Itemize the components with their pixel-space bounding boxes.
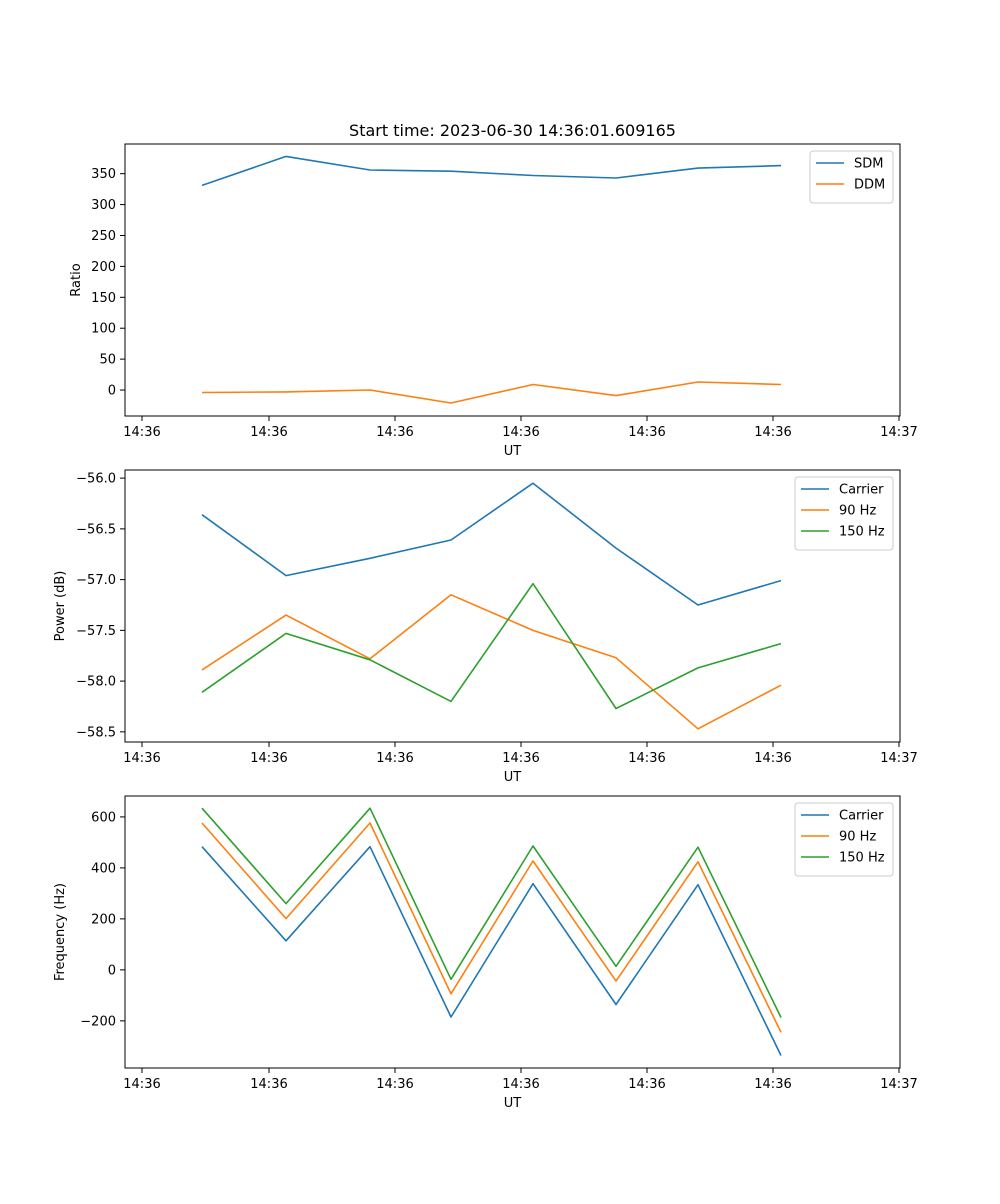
x-tick-label: 14:36 — [250, 425, 287, 440]
series-line-90-hz — [201, 593, 782, 730]
y-tick-label: 600 — [91, 810, 116, 825]
y-tick-label: 400 — [91, 861, 116, 876]
x-axis-label: UT — [504, 444, 522, 459]
x-tick-label: 14:36 — [754, 1077, 791, 1092]
y-tick-label: −58.5 — [76, 725, 116, 740]
y-tick-label: −58.0 — [76, 675, 116, 690]
x-tick-label: 14:36 — [754, 425, 791, 440]
y-tick-label: 200 — [91, 912, 116, 927]
x-tick-label: 14:36 — [628, 751, 665, 766]
x-tick-label: 14:36 — [376, 751, 413, 766]
x-tick-label: 14:37 — [880, 1077, 917, 1092]
legend-label: 150 Hz — [839, 851, 885, 866]
series-line-carrier — [201, 482, 782, 606]
x-tick-label: 14:36 — [502, 1077, 539, 1092]
chart-panel-1: Start time: 2023-06-30 14:36:01.609165 14… — [69, 121, 918, 459]
axes-frame — [124, 795, 901, 1069]
series-line-sdm — [201, 155, 782, 187]
y-tick-label: −56.0 — [76, 472, 116, 487]
x-tick-label: 14:37 — [880, 751, 917, 766]
y-tick-label: 200 — [91, 260, 116, 275]
axes-frame — [124, 143, 901, 417]
y-tick-label: −200 — [80, 1014, 116, 1029]
x-tick-label: 14:36 — [502, 425, 539, 440]
y-tick-label: −57.0 — [76, 573, 116, 588]
x-tick-label: 14:36 — [123, 425, 160, 440]
legend: Carrier 90 Hz 150 Hz — [794, 476, 894, 551]
x-tick-label: 14:36 — [123, 751, 160, 766]
y-tick-label: 0 — [108, 963, 116, 978]
y-tick-label: 100 — [91, 322, 116, 337]
x-axis-label: UT — [504, 1096, 522, 1111]
series-line-90-hz — [201, 822, 782, 1033]
y-tick-label: −56.5 — [76, 522, 116, 537]
chart-panel-2: 14:36 14:36 14:36 14:36 14:36 14:36 14:37 −56.0… — [53, 469, 918, 785]
y-tick-label: −57.5 — [76, 624, 116, 639]
y-tick-label: 350 — [91, 167, 116, 182]
y-tick-label: 250 — [91, 229, 116, 244]
legend-label: DDM — [854, 178, 885, 193]
y-tick-label: 0 — [108, 384, 116, 399]
series-line-150-hz — [201, 582, 782, 710]
x-tick-label: 14:36 — [250, 751, 287, 766]
series-line-carrier — [201, 845, 782, 1056]
x-tick-label: 14:36 — [250, 1077, 287, 1092]
chart-title: Start time: 2023-06-30 14:36:01.609165 — [349, 121, 676, 140]
series-line-ddm — [201, 381, 782, 404]
legend-label: 90 Hz — [839, 504, 876, 519]
legend-label: 90 Hz — [839, 830, 876, 845]
y-axis-label: Frequency (Hz) — [53, 883, 68, 981]
legend: Carrier 90 Hz 150 Hz — [794, 802, 894, 877]
x-tick-label: 14:36 — [376, 425, 413, 440]
x-tick-label: 14:36 — [123, 1077, 160, 1092]
y-axis-label: Ratio — [69, 263, 84, 296]
x-tick-label: 14:36 — [628, 1077, 665, 1092]
chart-panel-3: 14:36 14:36 14:36 14:36 14:36 14:36 14:37 −200 0… — [53, 795, 918, 1111]
x-tick-label: 14:36 — [754, 751, 791, 766]
legend-label: SDM — [854, 157, 883, 172]
legend: SDM DDM — [809, 150, 894, 204]
y-tick-label: 150 — [91, 291, 116, 306]
legend-box — [809, 150, 894, 204]
y-tick-label: 300 — [91, 198, 116, 213]
legend-label: 150 Hz — [839, 525, 885, 540]
x-tick-label: 14:37 — [880, 425, 917, 440]
x-tick-label: 14:36 — [502, 751, 539, 766]
x-tick-label: 14:36 — [628, 425, 665, 440]
x-axis-label: UT — [504, 770, 522, 785]
y-tick-label: 50 — [99, 353, 116, 368]
legend-label: Carrier — [839, 809, 884, 824]
y-axis-label: Power (dB) — [53, 571, 68, 642]
x-tick-label: 14:36 — [376, 1077, 413, 1092]
axes-frame — [124, 469, 901, 743]
series-line-150-hz — [201, 807, 782, 1018]
legend-label: Carrier — [839, 483, 884, 498]
